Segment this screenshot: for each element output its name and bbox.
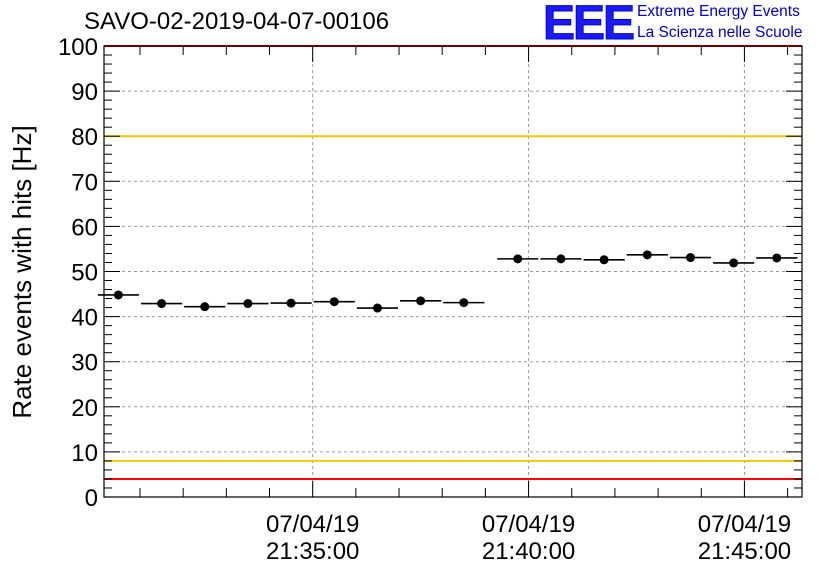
data-point bbox=[113, 290, 123, 300]
data-point bbox=[157, 299, 167, 309]
reference-lines bbox=[104, 45, 802, 480]
grid-lines bbox=[104, 46, 802, 497]
eee-logo: EEE bbox=[542, 0, 635, 50]
y-tick-label: 20 bbox=[71, 395, 98, 422]
data-point bbox=[286, 298, 296, 308]
data-point bbox=[685, 253, 695, 263]
data-point bbox=[243, 299, 253, 309]
chart-title: SAVO-02-2019-04-07-00106 bbox=[84, 8, 390, 35]
org-name-line1: Extreme Energy Events bbox=[637, 3, 800, 20]
y-tick-label: 0 bbox=[85, 485, 98, 512]
data-points bbox=[97, 250, 798, 313]
y-tick-label: 100 bbox=[58, 34, 98, 61]
y-tick-label: 90 bbox=[71, 79, 98, 106]
y-tick-label: 60 bbox=[71, 214, 98, 241]
x-tick-label-time: 21:45:00 bbox=[698, 538, 791, 565]
x-tick-label-date: 07/04/19 bbox=[698, 511, 791, 538]
data-point bbox=[372, 303, 382, 313]
data-point bbox=[729, 258, 739, 268]
y-tick-label: 50 bbox=[71, 260, 98, 287]
y-tick-label: 70 bbox=[71, 169, 98, 196]
org-name-line2: La Scienza nelle Scuole bbox=[637, 24, 803, 41]
data-point bbox=[772, 253, 782, 263]
data-point bbox=[329, 297, 339, 307]
y-axis-ticks: 0 10 20 30 40 50 60 70 80 90 100 bbox=[58, 34, 802, 512]
y-tick-label: 30 bbox=[71, 350, 98, 377]
data-point bbox=[200, 302, 210, 312]
data-point bbox=[513, 254, 523, 264]
x-axis-ticks: 07/04/1921:35:0007/04/1921:40:0007/04/19… bbox=[139, 46, 791, 565]
data-point bbox=[459, 298, 469, 308]
y-tick-label: 80 bbox=[71, 124, 98, 151]
y-tick-label: 40 bbox=[71, 305, 98, 332]
data-point bbox=[599, 255, 609, 265]
x-tick-label-date: 07/04/19 bbox=[482, 511, 575, 538]
data-point bbox=[642, 250, 652, 260]
data-point bbox=[416, 296, 426, 306]
data-point bbox=[556, 254, 566, 264]
x-tick-label-time: 21:40:00 bbox=[482, 538, 575, 565]
x-tick-label-time: 21:35:00 bbox=[266, 538, 359, 565]
y-axis-label: Rate events with hits [Hz] bbox=[7, 125, 37, 418]
y-tick-label: 10 bbox=[71, 440, 98, 467]
x-tick-label-date: 07/04/19 bbox=[266, 511, 359, 538]
